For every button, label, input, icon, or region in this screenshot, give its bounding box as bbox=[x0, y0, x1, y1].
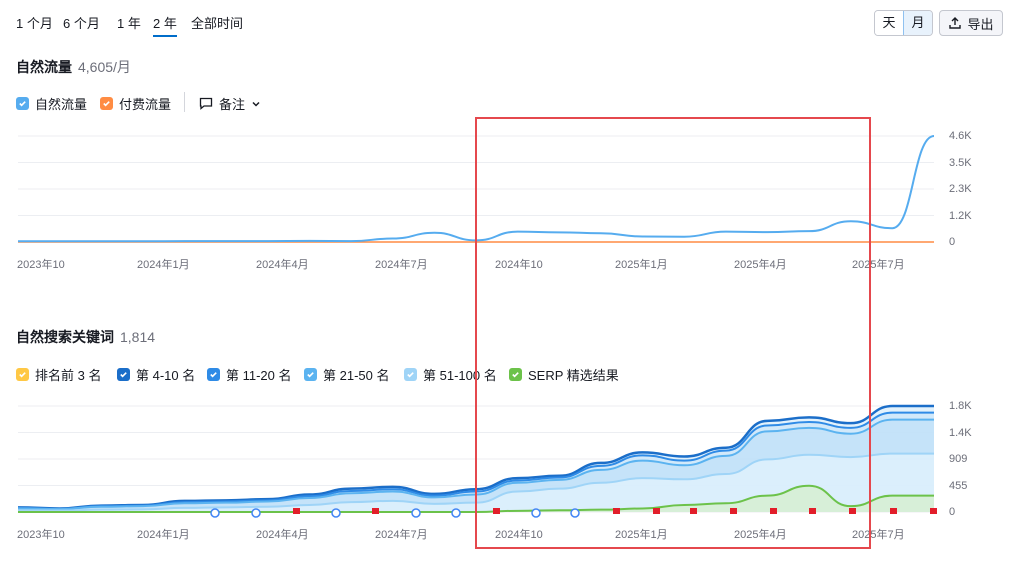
range-tab-1m[interactable]: 1 个月 bbox=[16, 16, 53, 31]
keywords-events bbox=[210, 508, 937, 518]
legend-paid[interactable]: 付费流量 bbox=[100, 94, 171, 113]
checkbox-checked-icon bbox=[207, 368, 220, 381]
keywords-x-tick: 2025年1月 bbox=[615, 529, 668, 541]
keywords-x-tick: 2024年4月 bbox=[256, 529, 309, 541]
checkbox-checked-icon bbox=[117, 368, 130, 381]
legend-divider bbox=[184, 92, 185, 112]
google-update-icon bbox=[251, 508, 261, 518]
keywords-x-tick: 2025年4月 bbox=[734, 529, 787, 541]
keywords-x-tick: 2024年10 bbox=[495, 529, 543, 541]
keywords-x-tick: 2025年7月 bbox=[852, 529, 905, 541]
legend-organic[interactable]: 自然流量 bbox=[16, 94, 87, 113]
flag-icon bbox=[890, 508, 897, 514]
legend-pos4-10[interactable]: 第 4-10 名 bbox=[117, 365, 195, 384]
google-update-icon bbox=[210, 508, 220, 518]
flag-icon bbox=[493, 508, 500, 514]
traffic-title-text: 自然流量 bbox=[16, 59, 72, 75]
export-label: 导出 bbox=[967, 16, 994, 32]
google-update-icon bbox=[531, 508, 541, 518]
legend-pos51-100-label: 第 51-100 名 bbox=[423, 368, 497, 383]
legend-organic-label: 自然流量 bbox=[35, 97, 88, 112]
flag-icon bbox=[690, 508, 697, 514]
range-tab-2y[interactable]: 2 年 bbox=[153, 13, 177, 37]
keywords-y-tick: 1.8K bbox=[949, 400, 972, 412]
export-button[interactable]: 导出 bbox=[939, 10, 1003, 36]
flag-icon bbox=[930, 508, 937, 514]
traffic-y-tick: 0 bbox=[949, 236, 956, 248]
legend-pos21-50-label: 第 21-50 名 bbox=[323, 368, 390, 383]
range-tab-1y[interactable]: 1 年 bbox=[117, 16, 141, 31]
flag-icon bbox=[372, 508, 379, 514]
checkbox-checked-icon bbox=[16, 368, 29, 381]
traffic-x-tick: 2024年1月 bbox=[137, 259, 190, 271]
legend-pos4-10-label: 第 4-10 名 bbox=[136, 368, 196, 383]
notes-label: 备注 bbox=[219, 97, 246, 112]
traffic-y-tick: 4.6K bbox=[949, 130, 972, 142]
legend-pos11-20-label: 第 11-20 名 bbox=[226, 368, 292, 383]
upload-icon bbox=[949, 17, 962, 29]
comment-icon bbox=[199, 97, 213, 110]
highlight-box bbox=[475, 117, 871, 549]
traffic-y-tick: 1.2K bbox=[949, 210, 972, 222]
legend-top3-label: 排名前 3 名 bbox=[35, 368, 102, 383]
checkbox-checked-icon bbox=[509, 368, 522, 381]
day-button[interactable]: 天 bbox=[875, 11, 903, 35]
traffic-x-tick: 2025年7月 bbox=[852, 259, 905, 271]
pos51-100-area bbox=[18, 453, 934, 512]
google-update-icon bbox=[570, 508, 580, 518]
traffic-x-tick: 2024年7月 bbox=[375, 259, 428, 271]
keywords-x-tick: 2024年7月 bbox=[375, 529, 428, 541]
legend-paid-label: 付费流量 bbox=[119, 97, 172, 112]
legend-pos51-100[interactable]: 第 51-100 名 bbox=[404, 365, 497, 384]
organic-traffic-line bbox=[18, 135, 935, 243]
period-toggle: 天 月 bbox=[874, 10, 933, 36]
chevron-down-icon bbox=[252, 101, 260, 107]
checkbox-checked-icon bbox=[404, 368, 417, 381]
keywords-value: 1,814 bbox=[120, 329, 156, 345]
keywords-y-tick: 909 bbox=[949, 453, 968, 465]
range-tab-all[interactable]: 全部时间 bbox=[191, 16, 244, 31]
keywords-title-text: 自然搜索关键词 bbox=[16, 329, 114, 345]
keywords-title: 自然搜索关键词 1,814 bbox=[16, 327, 155, 347]
keywords-x-tick: 2024年1月 bbox=[137, 529, 190, 541]
flag-icon bbox=[730, 508, 737, 514]
keywords-x-tick: 2023年10 bbox=[17, 529, 65, 541]
range-tab-6m[interactable]: 6 个月 bbox=[63, 16, 100, 31]
traffic-x-tick: 2023年10 bbox=[17, 259, 65, 271]
traffic-y-tick: 3.5K bbox=[949, 157, 972, 169]
traffic-value: 4,605/月 bbox=[78, 59, 131, 75]
flag-icon bbox=[849, 508, 856, 514]
traffic-x-tick: 2024年10 bbox=[495, 259, 543, 271]
legend-pos21-50[interactable]: 第 21-50 名 bbox=[304, 365, 389, 384]
traffic-x-tick: 2024年4月 bbox=[256, 259, 309, 271]
legend-serp-label: SERP 精选结果 bbox=[528, 368, 619, 383]
google-update-icon bbox=[331, 508, 341, 518]
flag-icon bbox=[809, 508, 816, 514]
keywords-y-tick: 455 bbox=[949, 480, 968, 492]
month-button[interactable]: 月 bbox=[903, 11, 932, 35]
traffic-y-tick: 2.3K bbox=[949, 183, 972, 195]
checkbox-checked-icon bbox=[100, 97, 113, 110]
flag-icon bbox=[770, 508, 777, 514]
flag-icon bbox=[613, 508, 620, 514]
legend-top3[interactable]: 排名前 3 名 bbox=[16, 365, 101, 384]
traffic-x-tick: 2025年4月 bbox=[734, 259, 787, 271]
keywords-y-tick: 0 bbox=[949, 506, 956, 518]
keywords-y-tick: 1.4K bbox=[949, 427, 972, 439]
traffic-title: 自然流量 4,605/月 bbox=[16, 57, 131, 77]
traffic-x-tick: 2025年1月 bbox=[615, 259, 668, 271]
checkbox-checked-icon bbox=[304, 368, 317, 381]
google-update-icon bbox=[451, 508, 461, 518]
notes-dropdown[interactable]: 备注 bbox=[199, 94, 261, 113]
flag-icon bbox=[293, 508, 300, 514]
google-update-icon bbox=[411, 508, 421, 518]
legend-pos11-20[interactable]: 第 11-20 名 bbox=[207, 365, 292, 384]
serp-area bbox=[18, 485, 934, 512]
checkbox-checked-icon bbox=[16, 97, 29, 110]
legend-serp[interactable]: SERP 精选结果 bbox=[509, 365, 619, 384]
flag-icon bbox=[653, 508, 660, 514]
